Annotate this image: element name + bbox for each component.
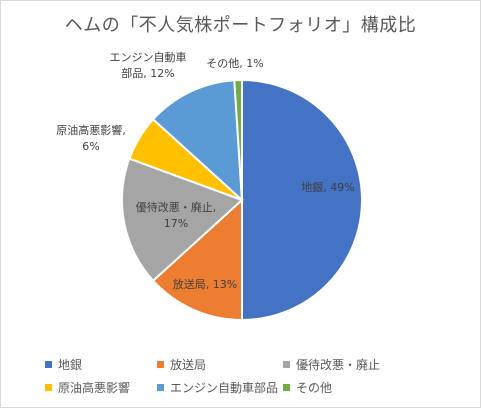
slice-label-3: 原油高悪影響, 6% [56,123,126,153]
legend-item-5: その他 [283,379,332,396]
pie-slice-5 [233,78,243,201]
legend-label: エンジン自動車部品 [170,381,279,395]
legend-label: その他 [296,381,333,395]
pie-slice-4 [151,79,244,203]
chart-title: ヘムの「不人気株ポートフォリオ」構成比 [64,15,417,36]
slice-label-1: 放送局, 13% [173,277,237,291]
legend-item-4: エンジン自動車部品 [157,379,278,396]
legend-label: 放送局 [170,358,207,372]
slice-label-4: エンジン自動車部品, 12% [110,50,187,80]
legend-item-0: 地銀 [45,356,82,373]
pie-slice-1 [151,197,243,322]
legend-swatch [157,384,164,391]
legend-item-3: 原油高悪影響 [45,379,130,396]
legend-swatch [45,361,52,368]
legend-label: 原油高悪影響 [58,381,131,395]
slice-label-0: 地銀, 49% [301,180,354,194]
pie-slice-0 [241,78,363,322]
legend-item-1: 放送局 [157,356,206,373]
legend-swatch [283,384,290,391]
slice-label-2: 優待改悪・廃止, 17% [136,200,217,230]
legend-swatch [157,361,164,368]
legend-swatch [283,361,290,368]
legend-item-2: 優待改悪・廃止 [283,356,380,373]
legend-label: 地銀 [58,358,83,372]
slice-label-5: その他, 1% [206,57,263,70]
legend-swatch [45,384,52,391]
legend-label: 優待改悪・廃止 [296,358,381,372]
